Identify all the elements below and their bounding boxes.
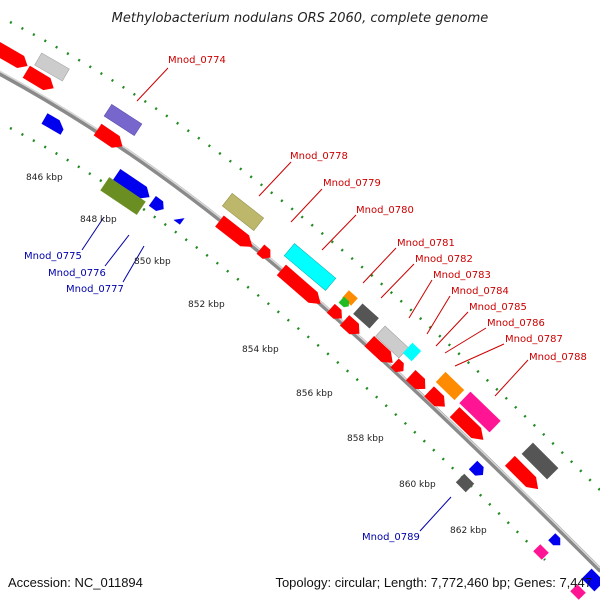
arrow-red-3[interactable] xyxy=(93,123,127,152)
leader-lines-top xyxy=(136,67,529,397)
arrow-red-6[interactable] xyxy=(276,264,325,310)
feature-pink-edge[interactable] xyxy=(570,584,586,600)
feature-cyan-small[interactable] xyxy=(402,342,422,362)
arrow-red-4[interactable] xyxy=(215,215,257,253)
feature-purple[interactable] xyxy=(103,103,143,137)
tick-label: 854 kbp xyxy=(242,345,279,355)
arrow-blue-5[interactable] xyxy=(468,460,487,479)
arrow-red-5[interactable] xyxy=(256,244,275,263)
gene-label-top[interactable]: Mnod_0783 xyxy=(433,270,491,281)
gene-label-top[interactable]: Mnod_0784 xyxy=(451,286,509,297)
inner-dotted-ring xyxy=(9,126,546,561)
feature-dark-gray-2[interactable] xyxy=(521,442,559,480)
arrow-green[interactable] xyxy=(338,296,352,310)
gene-label-top[interactable]: Mnod_0778 xyxy=(290,151,348,162)
tick-label: 862 kbp xyxy=(450,526,487,536)
feature-gray-inner[interactable] xyxy=(455,473,475,493)
gene-label-top[interactable]: Mnod_0787 xyxy=(505,334,563,345)
arrow-blue-3[interactable] xyxy=(148,196,167,214)
arrow-red-12[interactable] xyxy=(424,386,450,411)
arrow-red-13[interactable] xyxy=(449,407,488,445)
tick-label: 860 kbp xyxy=(399,480,436,490)
tick-label: 846 kbp xyxy=(26,173,63,183)
feature-olive[interactable] xyxy=(100,177,146,215)
arrow-red-2[interactable] xyxy=(22,65,58,94)
arrow-red-7[interactable] xyxy=(326,303,346,323)
arrow-blue-4[interactable] xyxy=(173,213,185,225)
gene-label-top[interactable]: Mnod_0781 xyxy=(397,238,455,249)
map-title: Methylobacterium nodulans ORS 2060, comp… xyxy=(112,11,489,26)
gene-label-top[interactable]: Mnod_0779 xyxy=(323,178,381,189)
outer-dotted-ring xyxy=(9,20,600,491)
features xyxy=(0,41,600,600)
arrow-red-8[interactable] xyxy=(339,315,364,339)
arrow-red-11[interactable] xyxy=(405,370,430,394)
tick-label: 850 kbp xyxy=(134,257,171,267)
tick-label: 848 kbp xyxy=(80,215,117,225)
feature-cyan[interactable] xyxy=(283,243,337,291)
tick-label: 856 kbp xyxy=(296,389,333,399)
arrow-blue-2[interactable] xyxy=(112,169,154,203)
arrow-red-9[interactable] xyxy=(364,335,398,368)
gene-label-bottom[interactable]: Mnod_0776 xyxy=(48,268,106,279)
feature-gray-1[interactable] xyxy=(34,52,70,82)
arrow-blue-6[interactable] xyxy=(548,533,564,549)
gene-label-top[interactable]: Mnod_0788 xyxy=(529,352,587,363)
tick-label: 858 kbp xyxy=(347,434,384,444)
gene-label-top[interactable]: Mnod_0774 xyxy=(168,55,226,66)
leader-lines-bottom xyxy=(81,216,452,532)
accession-text: Accession: NC_011894 xyxy=(8,575,143,590)
topology-text: Topology: circular; Length: 7,772,460 bp… xyxy=(275,575,592,590)
gene-label-top[interactable]: Mnod_0786 xyxy=(487,318,545,329)
feature-orange-small[interactable] xyxy=(342,290,358,306)
feature-dark-gray-1[interactable] xyxy=(353,303,379,329)
gene-label-bottom[interactable]: Mnod_0777 xyxy=(66,284,124,295)
feature-blue-edge[interactable] xyxy=(581,568,600,592)
gene-label-top[interactable]: Mnod_0785 xyxy=(469,302,527,313)
arrow-red-14[interactable] xyxy=(504,455,543,494)
gene-label-bottom[interactable]: Mnod_0789 xyxy=(362,532,420,543)
feature-magenta[interactable] xyxy=(459,391,501,433)
feature-khaki[interactable] xyxy=(221,193,265,231)
feature-magenta-inner[interactable] xyxy=(533,544,549,560)
arrow-blue-1[interactable] xyxy=(41,113,66,135)
genome-backbone-highlight xyxy=(0,70,600,569)
gene-label-top[interactable]: Mnod_0782 xyxy=(415,254,473,265)
gene-label-top[interactable]: Mnod_0780 xyxy=(356,205,414,216)
tick-label: 852 kbp xyxy=(188,300,225,310)
feature-orange[interactable] xyxy=(435,371,465,401)
arrow-red-10[interactable] xyxy=(390,358,408,376)
gene-label-bottom[interactable]: Mnod_0775 xyxy=(24,251,82,262)
arrow-red-1[interactable] xyxy=(0,41,31,72)
